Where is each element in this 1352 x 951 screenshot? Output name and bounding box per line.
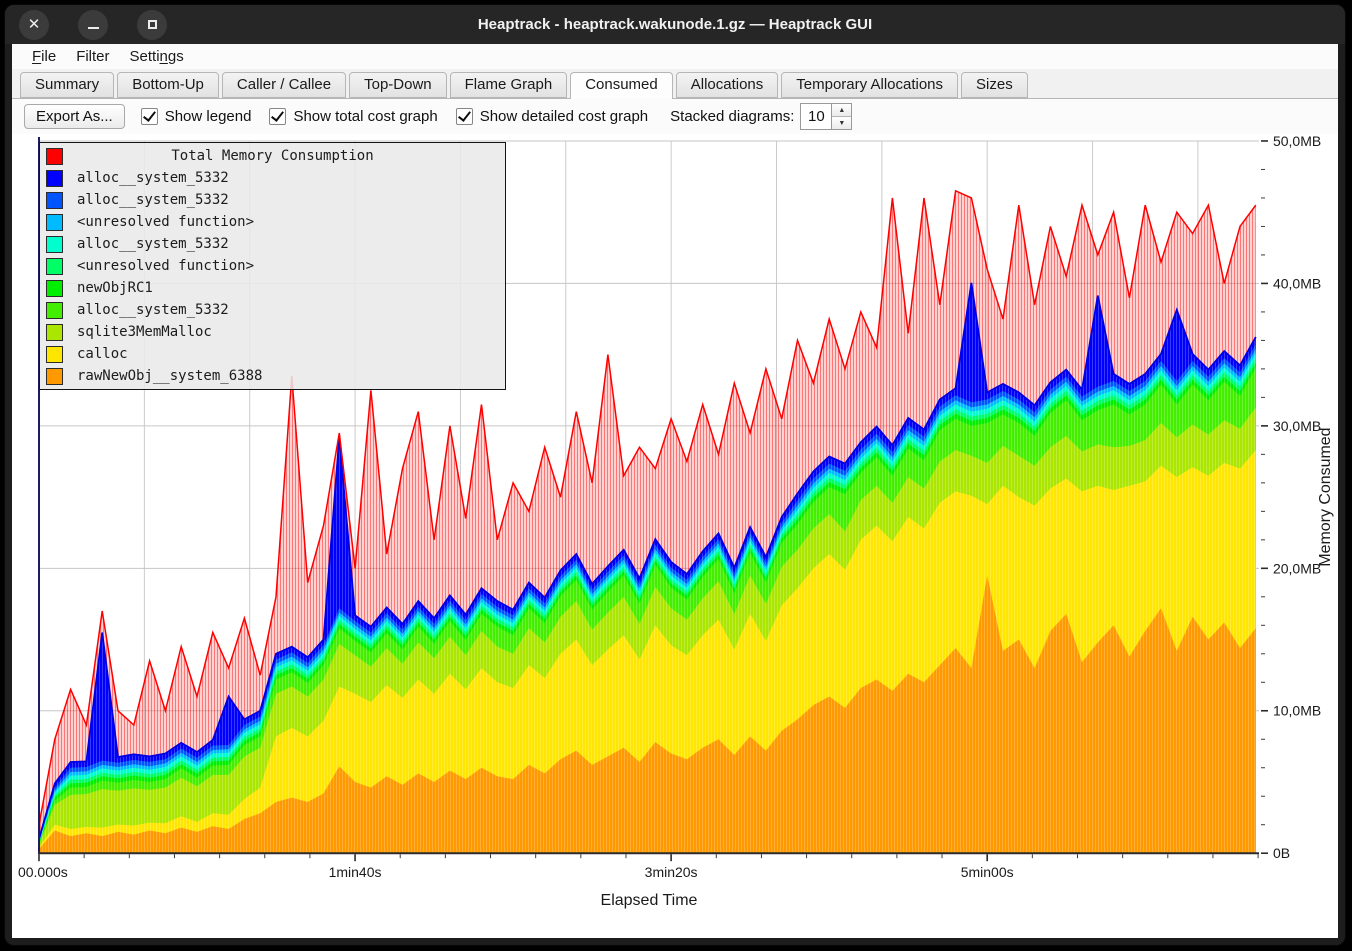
- legend-swatch: [46, 169, 63, 187]
- x-tick-label-5min00s: 5min00s: [961, 864, 1014, 880]
- checkbox-show-detailed-cost-graph[interactable]: Show detailed cost graph: [455, 108, 649, 125]
- checkbox-show-legend[interactable]: Show legend: [140, 108, 252, 125]
- memory-consumption-chart[interactable]: 00.000s 1min40s 3min20s 5min00s 0B 10,0MB 20,0…: [12, 134, 1338, 938]
- legend-swatch: [46, 345, 63, 363]
- legend-row-9: calloc: [40, 343, 505, 365]
- maximize-button[interactable]: [137, 9, 167, 40]
- legend-label: alloc__system_5332: [77, 302, 229, 318]
- legend-row-7: alloc__system_5332: [40, 299, 505, 321]
- tab-allocations[interactable]: Allocations: [675, 72, 779, 98]
- spin-buttons: ▲ ▼: [832, 103, 853, 130]
- export-as-button[interactable]: Export As...: [24, 104, 125, 129]
- legend-swatch: [46, 301, 63, 319]
- legend-label: Total Memory Consumption: [171, 148, 374, 164]
- legend-row-total: Total Memory Consumption: [40, 145, 505, 167]
- legend-swatch: [46, 235, 63, 253]
- y-tick-label-10-0mb: 10,0MB: [1273, 703, 1321, 719]
- menu-item-filter[interactable]: Filter: [76, 48, 110, 65]
- maximize-icon: [147, 20, 157, 29]
- series-band-rawnewobj-system-6388-9: [39, 575, 1256, 854]
- legend-row-6: newObjRC1: [40, 277, 505, 299]
- x-tick-label-00-000s: 00.000s: [18, 864, 68, 880]
- tabbar: Summary Bottom-Up Caller / Callee Top-Down F…: [12, 69, 1338, 99]
- legend-label: alloc__system_5332: [77, 236, 229, 252]
- legend-swatch: [46, 257, 63, 275]
- legend-row-8: sqlite3MemMalloc: [40, 321, 505, 343]
- total-memory-line: [38, 189, 1257, 825]
- chart-legend: Total Memory Consumption alloc__system_53…: [39, 142, 506, 390]
- minimize-icon: [87, 26, 99, 29]
- stacked-series-bands: [38, 282, 1257, 854]
- minimize-button[interactable]: [78, 9, 108, 40]
- tab-temporary-allocations[interactable]: Temporary Allocations: [781, 72, 959, 98]
- legend-swatch: [46, 213, 63, 231]
- menu-item-settings[interactable]: Settings: [129, 48, 184, 65]
- legend-label: rawNewObj__system_6388: [77, 368, 263, 384]
- window-content: File Filter Settings Summary Bottom-Up Calle…: [12, 44, 1338, 938]
- legend-swatch: [46, 147, 63, 165]
- legend-row-4: alloc__system_5332: [40, 233, 505, 255]
- titlebar: ✕ Heaptrack - heaptrack.wakunode.1.gz — …: [5, 5, 1345, 44]
- checkbox-label: Show legend: [164, 108, 252, 125]
- legend-row-3: <unresolved function>: [40, 211, 505, 233]
- legend-row-10: rawNewObj__system_6388: [40, 365, 505, 387]
- toolbar: Export As... Show legend Show total cost …: [12, 99, 1338, 134]
- checkmark-icon: [271, 108, 285, 122]
- window-title: Heaptrack - heaptrack.wakunode.1.gz — He…: [477, 16, 873, 33]
- spin-down-button[interactable]: ▼: [832, 117, 852, 129]
- y-axis-title: Memory Consumed: [1317, 428, 1334, 567]
- stacked-diagrams-value[interactable]: 10: [800, 103, 833, 130]
- legend-swatch: [46, 279, 63, 297]
- x-tick-label-3min20s: 3min20s: [645, 864, 698, 880]
- close-button[interactable]: ✕: [19, 9, 49, 40]
- stacked-diagrams-label: Stacked diagrams:: [670, 108, 795, 125]
- checkbox-label: Show total cost graph: [293, 108, 438, 125]
- legend-label: sqlite3MemMalloc: [77, 324, 212, 340]
- checkmark-icon: [457, 108, 471, 122]
- legend-label: newObjRC1: [77, 280, 153, 296]
- legend-label: <unresolved function>: [77, 258, 255, 274]
- tab-top-down[interactable]: Top-Down: [349, 72, 447, 98]
- stacked-diagrams-group: Stacked diagrams: 10 ▲ ▼: [670, 103, 853, 130]
- tab-caller-callee[interactable]: Caller / Callee: [221, 72, 347, 98]
- y-tick-label-20-0mb: 20,0MB: [1273, 560, 1321, 576]
- tab-sizes[interactable]: Sizes: [961, 72, 1028, 98]
- y-tick-label-50-0mb: 50,0MB: [1273, 134, 1321, 149]
- tab-consumed[interactable]: Consumed: [570, 72, 673, 99]
- x-axis-title: Elapsed Time: [601, 892, 698, 909]
- legend-swatch: [46, 191, 63, 209]
- legend-label: alloc__system_5332: [77, 192, 229, 208]
- legend-row-2: alloc__system_5332: [40, 189, 505, 211]
- checkbox-box[interactable]: [140, 108, 158, 125]
- checkmark-icon: [142, 108, 156, 122]
- legend-row-5: <unresolved function>: [40, 255, 505, 277]
- checkbox-show-total-cost-graph[interactable]: Show total cost graph: [269, 108, 438, 125]
- close-icon: ✕: [27, 16, 41, 33]
- tab-summary[interactable]: Summary: [20, 72, 115, 98]
- checkbox-box[interactable]: [269, 108, 287, 125]
- checkbox-label: Show detailed cost graph: [479, 108, 649, 125]
- y-tick-label-40-0mb: 40,0MB: [1273, 275, 1321, 291]
- chart-panel: 00.000s 1min40s 3min20s 5min00s 0B 10,0MB 20,0…: [12, 134, 1338, 938]
- x-tick-label-1min40s: 1min40s: [329, 864, 382, 880]
- legend-label: alloc__system_5332: [77, 170, 229, 186]
- menu-item-file[interactable]: File: [32, 48, 57, 65]
- menubar: File Filter Settings: [12, 44, 1338, 69]
- window-controls: ✕: [19, 9, 167, 40]
- toolbar-checkboxes: Show legend Show total cost graph Show det…: [140, 108, 649, 125]
- checkbox-box[interactable]: [455, 108, 473, 125]
- legend-row-1: alloc__system_5332: [40, 167, 505, 189]
- y-tick-label-0b: 0B: [1273, 845, 1290, 861]
- tab-bottom-up[interactable]: Bottom-Up: [117, 72, 219, 98]
- y-tick-label-30-0mb: 30,0MB: [1273, 418, 1321, 434]
- legend-label: calloc: [77, 346, 128, 362]
- heaptrack-window: ✕ Heaptrack - heaptrack.wakunode.1.gz — …: [4, 4, 1346, 946]
- tab-flame-graph[interactable]: Flame Graph: [449, 72, 568, 98]
- spin-up-button[interactable]: ▲: [832, 104, 852, 117]
- legend-label: <unresolved function>: [77, 214, 255, 230]
- stacked-diagrams-spinbox: 10 ▲ ▼: [800, 103, 853, 130]
- legend-swatch: [46, 323, 63, 341]
- legend-swatch: [46, 367, 63, 385]
